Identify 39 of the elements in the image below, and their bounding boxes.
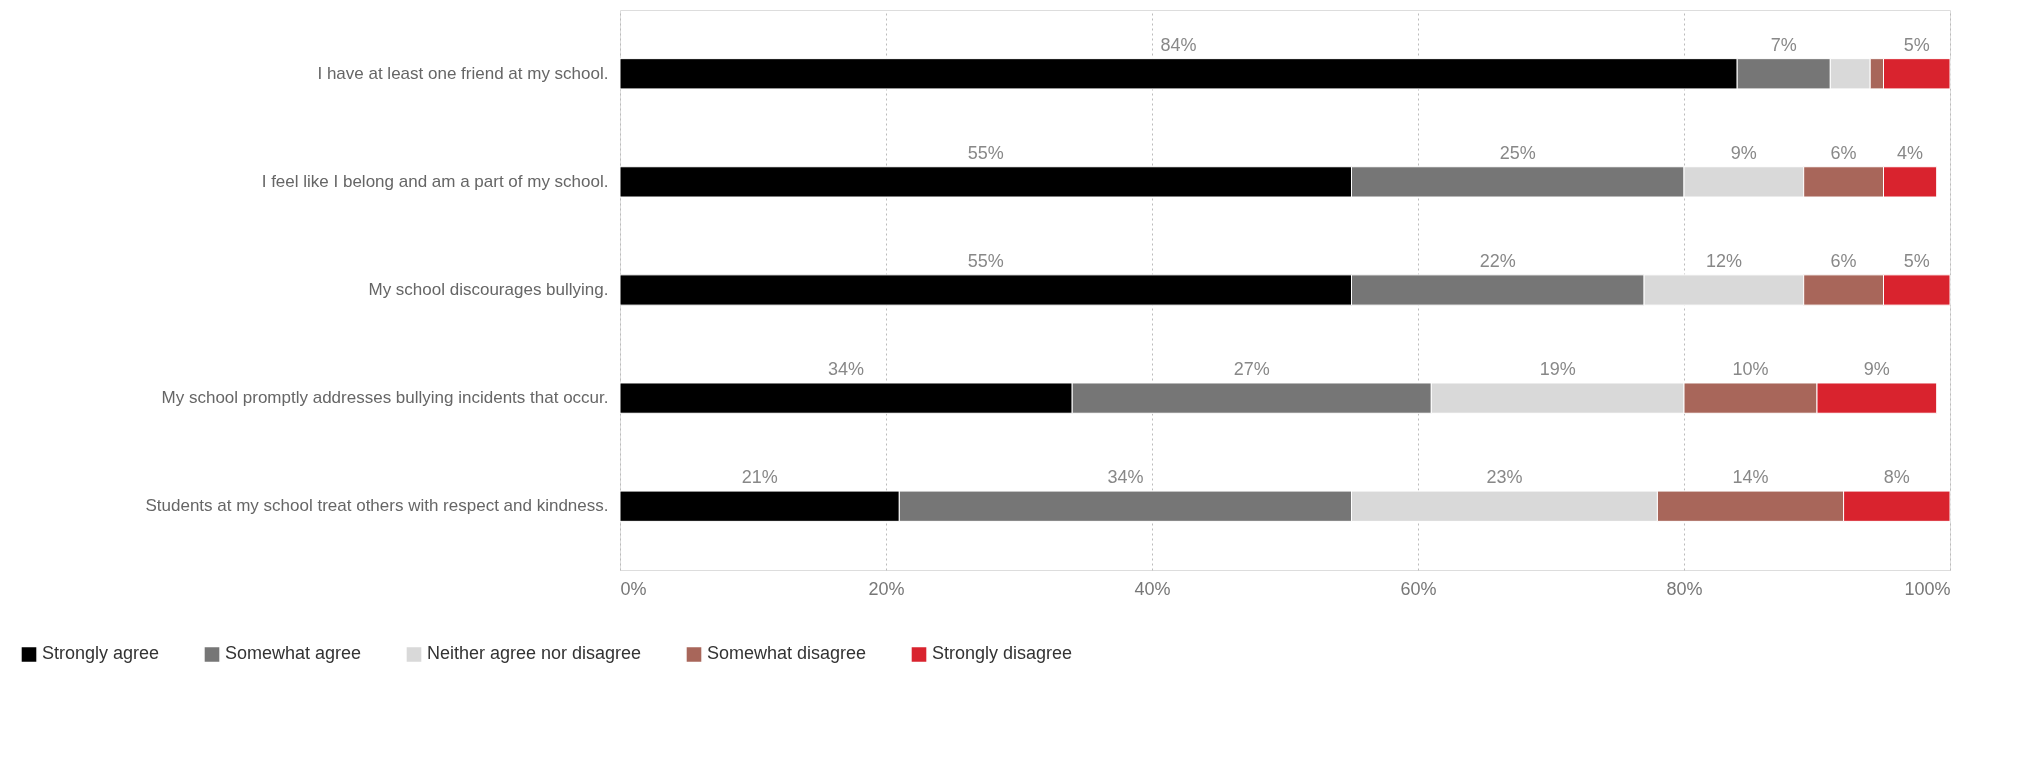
- legend-label: Strongly disagree: [932, 643, 1073, 664]
- data-label: 34%: [828, 359, 865, 380]
- data-label: 55%: [967, 142, 1004, 163]
- y-tick-label: My school discourages bullying.: [368, 280, 609, 299]
- y-tick-label: I have at least one friend at my school.: [317, 63, 609, 83]
- x-tick-label: 100%: [1904, 578, 1951, 599]
- data-label: 55%: [967, 251, 1004, 271]
- data-label: 21%: [741, 467, 778, 488]
- data-label: 14%: [1732, 467, 1769, 488]
- data-label: 27%: [1233, 359, 1270, 380]
- x-tick-label: 60%: [1400, 578, 1437, 599]
- data-label: 10%: [1732, 359, 1769, 380]
- data-label: 23%: [1486, 467, 1523, 488]
- data-label: 9%: [1730, 142, 1757, 163]
- data-label: 6%: [1830, 251, 1857, 271]
- data-label: 34%: [1107, 467, 1144, 488]
- x-tick-label: 20%: [868, 578, 905, 599]
- data-label: 8%: [1883, 467, 1910, 488]
- data-label: 25%: [1499, 142, 1536, 163]
- data-label: 12%: [1705, 251, 1742, 271]
- data-label: 4%: [1897, 142, 1924, 163]
- data-label: 6%: [1830, 142, 1857, 163]
- data-label: 84%: [1160, 34, 1197, 55]
- y-tick-label: My school promptly addresses bullying incidents that occur.: [161, 388, 609, 408]
- y-tick-label: Students at my school treat others with respect and kindness.: [145, 496, 609, 516]
- data-label: 22%: [1479, 251, 1516, 271]
- x-tick-label: 80%: [1666, 578, 1703, 599]
- legend-label: Somewhat agree: [225, 643, 362, 664]
- data-label: 5%: [1903, 34, 1930, 55]
- legend-label: Strongly agree: [42, 643, 160, 664]
- data-label: 9%: [1863, 359, 1890, 380]
- legend-label: Somewhat disagree: [707, 643, 867, 664]
- x-tick-label: 0%: [620, 578, 647, 599]
- x-tick-label: 40%: [1134, 578, 1171, 599]
- y-tick-label: I feel like I belong and am a part of my school.: [261, 171, 609, 191]
- data-label: 7%: [1770, 34, 1797, 55]
- data-label: 19%: [1539, 359, 1576, 380]
- legend-label: Neither agree nor disagree: [427, 643, 642, 664]
- data-label: 5%: [1903, 251, 1930, 271]
